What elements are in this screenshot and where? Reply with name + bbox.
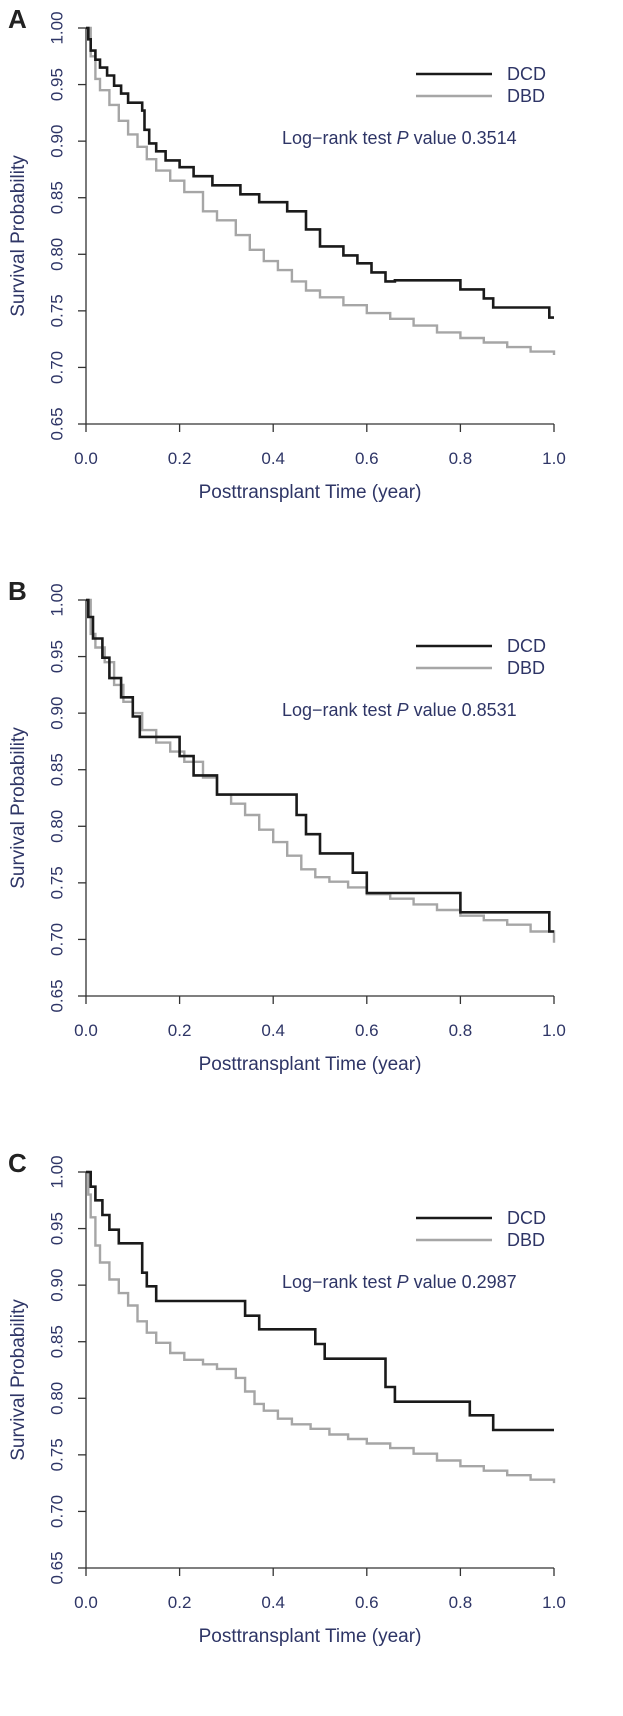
x-axis-title: Posttransplant Time (year) bbox=[199, 1054, 422, 1075]
y-tick-label: 0.90 bbox=[47, 697, 66, 730]
legend-label-dcd: DCD bbox=[507, 636, 546, 656]
x-tick-label: 1.0 bbox=[542, 1021, 566, 1040]
y-tick-label: 1.00 bbox=[47, 11, 66, 44]
logrank-annotation: Log−rank test P value 0.2987 bbox=[282, 1272, 517, 1292]
x-tick-label: 0.6 bbox=[355, 1021, 379, 1040]
series-line-dcd bbox=[86, 26, 554, 319]
axis-frame bbox=[85, 1172, 554, 1569]
y-tick-label: 0.70 bbox=[47, 923, 66, 956]
y-tick-label: 0.80 bbox=[47, 238, 66, 271]
y-tick-label: 0.85 bbox=[47, 181, 66, 214]
y-tick-label: 0.65 bbox=[47, 407, 66, 440]
x-tick-label: 0.6 bbox=[355, 1593, 379, 1612]
axis-frame bbox=[85, 600, 554, 997]
x-tick-label: 0.2 bbox=[168, 449, 192, 468]
y-tick-label: 0.80 bbox=[47, 1382, 66, 1415]
y-tick-label: 0.85 bbox=[47, 753, 66, 786]
panel-label: C bbox=[8, 1148, 27, 1178]
x-axis-title: Posttransplant Time (year) bbox=[199, 1626, 422, 1647]
p-value: 0.3514 bbox=[462, 128, 517, 148]
x-axis-title: Posttransplant Time (year) bbox=[199, 482, 422, 503]
x-tick-label: 0.4 bbox=[261, 449, 285, 468]
p-value: 0.8531 bbox=[462, 700, 517, 720]
chart-panel-b: B 0.65 0.70 0.75 0.80 0.85 0.90 0.95 1.00 0.0 0.2 0… bbox=[0, 572, 623, 1144]
series-line-dbd bbox=[86, 1170, 556, 1484]
y-tick-label: 0.65 bbox=[47, 1551, 66, 1584]
x-tick-label: 0.0 bbox=[74, 1021, 98, 1040]
x-tick-label: 0.2 bbox=[168, 1021, 192, 1040]
series-line-dcd bbox=[86, 598, 554, 933]
y-tick-label: 0.95 bbox=[47, 640, 66, 673]
y-tick-label: 0.65 bbox=[47, 979, 66, 1012]
y-tick-label: 0.70 bbox=[47, 1495, 66, 1528]
x-tick-label: 0.6 bbox=[355, 449, 379, 468]
y-tick-label: 0.70 bbox=[47, 351, 66, 384]
x-tick-label: 0.4 bbox=[261, 1593, 285, 1612]
y-tick-label: 0.95 bbox=[47, 1212, 66, 1245]
x-tick-label: 0.8 bbox=[449, 1593, 473, 1612]
y-tick-label: 0.75 bbox=[47, 866, 66, 899]
km-survival-chart: A 0.65 0.70 0.75 0.80 0.85 0.90 0.95 1.00 0.0 0.2 0… bbox=[8, 4, 566, 503]
x-tick-label: 1.0 bbox=[542, 1593, 566, 1612]
y-tick-label: 0.85 bbox=[47, 1325, 66, 1358]
x-tick-label: 0.2 bbox=[168, 1593, 192, 1612]
y-tick-label: 1.00 bbox=[47, 583, 66, 616]
legend-label-dbd: DBD bbox=[507, 658, 545, 678]
chart-panel-c: C 0.65 0.70 0.75 0.80 0.85 0.90 0.95 1.00 0.0 0.2 0… bbox=[0, 1144, 623, 1716]
logrank-annotation: Log−rank test P value 0.8531 bbox=[282, 700, 517, 720]
logrank-annotation: Log−rank test P value 0.3514 bbox=[282, 128, 517, 148]
panel-label: B bbox=[8, 576, 27, 606]
km-survival-chart: C 0.65 0.70 0.75 0.80 0.85 0.90 0.95 1.00 0.0 0.2 0… bbox=[8, 1148, 566, 1647]
y-tick-label: 0.75 bbox=[47, 294, 66, 327]
legend-label-dbd: DBD bbox=[507, 1230, 545, 1250]
y-tick-label: 0.90 bbox=[47, 125, 66, 158]
x-tick-label: 0.4 bbox=[261, 1021, 285, 1040]
legend-label-dcd: DCD bbox=[507, 1208, 546, 1228]
y-tick-label: 0.80 bbox=[47, 810, 66, 843]
y-tick-label: 0.75 bbox=[47, 1438, 66, 1471]
axis-frame bbox=[85, 28, 554, 425]
p-value: 0.2987 bbox=[462, 1272, 517, 1292]
x-tick-label: 0.0 bbox=[74, 449, 98, 468]
chart-panel-a: A 0.65 0.70 0.75 0.80 0.85 0.90 0.95 1.00 0.0 0.2 0… bbox=[0, 0, 623, 572]
x-tick-label: 0.0 bbox=[74, 1593, 98, 1612]
panel-label: A bbox=[8, 4, 27, 34]
y-tick-label: 0.90 bbox=[47, 1269, 66, 1302]
y-axis-title: Survival Probability bbox=[8, 155, 29, 317]
series-line-dbd bbox=[86, 598, 556, 943]
y-axis-title: Survival Probability bbox=[8, 727, 29, 889]
legend-label-dbd: DBD bbox=[507, 86, 545, 106]
series-line-dbd bbox=[86, 26, 556, 355]
x-tick-label: 0.8 bbox=[449, 449, 473, 468]
y-axis-title: Survival Probability bbox=[8, 1299, 29, 1461]
legend-label-dcd: DCD bbox=[507, 64, 546, 84]
x-tick-label: 0.8 bbox=[449, 1021, 473, 1040]
km-survival-chart: B 0.65 0.70 0.75 0.80 0.85 0.90 0.95 1.00 0.0 0.2 0… bbox=[8, 576, 566, 1075]
x-tick-label: 1.0 bbox=[542, 449, 566, 468]
series-line-dcd bbox=[86, 1170, 554, 1432]
y-tick-label: 0.95 bbox=[47, 68, 66, 101]
y-tick-label: 1.00 bbox=[47, 1155, 66, 1188]
